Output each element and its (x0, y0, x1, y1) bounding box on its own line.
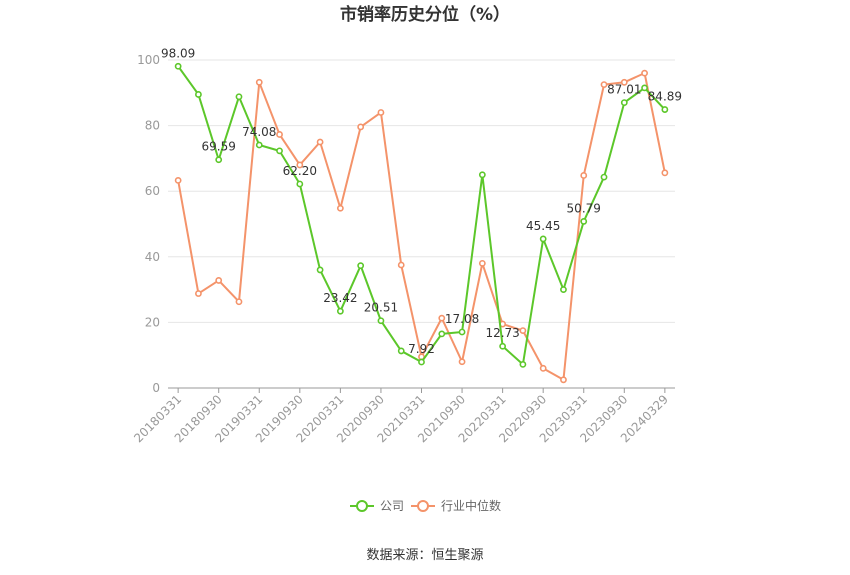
series-point-company[interactable] (641, 84, 648, 92)
data-label: 45.45 (526, 219, 560, 233)
data-label: 23.42 (323, 291, 357, 305)
series-point-company[interactable] (438, 330, 446, 338)
series-point-industry-median[interactable] (478, 259, 486, 267)
legend-label: 行业中位数 (441, 498, 501, 513)
series-point-company[interactable] (215, 156, 223, 164)
series-point-company[interactable] (661, 106, 669, 113)
legend-label: 公司 (380, 499, 404, 513)
series-point-company[interactable] (458, 328, 466, 336)
series-point-company[interactable] (357, 262, 365, 270)
series-point-industry-median[interactable] (519, 327, 527, 334)
series-point-industry-median[interactable] (215, 277, 223, 284)
series-point-industry-median[interactable] (560, 376, 567, 384)
data-label: 87.01 (607, 83, 641, 97)
series-point-company[interactable] (377, 317, 385, 325)
y-tick-label: 20 (145, 315, 160, 329)
series-line-industry-median (177, 72, 666, 381)
series-point-industry-median[interactable] (235, 298, 243, 306)
data-label: 98.09 (161, 46, 195, 60)
legend-item-industry-median[interactable]: 行业中位数 (411, 498, 501, 513)
series-point-company[interactable] (600, 173, 608, 181)
series-point-industry-median[interactable] (539, 364, 547, 372)
series-point-company[interactable] (620, 99, 628, 107)
data-label: 12.73 (485, 326, 519, 340)
series-point-company[interactable] (195, 91, 202, 98)
series-point-industry-median[interactable] (661, 169, 669, 177)
series-point-industry-median[interactable] (641, 69, 648, 77)
grid (168, 59, 675, 323)
series-point-company[interactable] (539, 235, 547, 243)
series-point-company[interactable] (580, 218, 588, 225)
legend-marker (356, 500, 368, 512)
series-point-industry-median[interactable] (336, 204, 344, 212)
series-point-industry-median[interactable] (580, 172, 588, 179)
data-label: 74.08 (242, 125, 276, 139)
series-point-industry-median[interactable] (174, 176, 182, 184)
series-point-company[interactable] (397, 347, 405, 355)
y-tick-label: 80 (145, 119, 160, 133)
series-point-industry-median[interactable] (377, 109, 385, 116)
series-point-company[interactable] (560, 286, 567, 293)
y-tick-label: 0 (152, 381, 160, 395)
series-point-company[interactable] (316, 266, 324, 274)
series-point-industry-median[interactable] (600, 81, 608, 88)
series-point-industry-median[interactable] (316, 138, 324, 146)
chart-title: 市销率历史分位（%） (340, 4, 510, 25)
axes: 0204060801002018033120180930201903312019… (131, 53, 675, 445)
legend-marker (417, 500, 429, 512)
legend-item-company[interactable]: 公司 (350, 499, 404, 513)
data-label: 62.20 (283, 164, 317, 178)
y-tick-label: 100 (137, 53, 160, 67)
legend[interactable]: 公司 行业中位数 (350, 498, 501, 513)
source-text: 数据来源：恒生聚源 (366, 548, 483, 563)
data-labels: 98.09 69.59 74.08 62.20 23.42 20.51 7.92 17.08 1… (161, 46, 682, 356)
series-point-industry-median[interactable] (357, 123, 365, 131)
series-point-company[interactable] (296, 180, 304, 188)
series-point-industry-median[interactable] (397, 261, 405, 269)
data-label: 7.92 (408, 342, 435, 356)
series-point-company[interactable] (174, 62, 182, 70)
series-layer (174, 62, 669, 384)
data-label: 84.89 (648, 90, 682, 104)
series-point-industry-median[interactable] (195, 290, 202, 297)
y-tick-label: 60 (145, 184, 160, 198)
series-point-industry-median[interactable] (620, 78, 628, 86)
data-label: 17.08 (445, 312, 479, 326)
series-point-industry-median[interactable] (255, 78, 263, 86)
series-point-company[interactable] (499, 342, 507, 350)
series-point-industry-median[interactable] (276, 131, 283, 138)
series-point-company[interactable] (519, 360, 527, 368)
series-point-company[interactable] (255, 141, 263, 149)
data-label: 50.79 (567, 201, 601, 215)
series-point-company[interactable] (336, 307, 344, 315)
data-label: 69.59 (202, 140, 236, 154)
series-point-company[interactable] (418, 358, 425, 366)
series-point-company[interactable] (478, 171, 486, 179)
y-tick-label: 40 (145, 250, 160, 264)
series-point-industry-median[interactable] (458, 358, 466, 366)
series-point-industry-median[interactable] (296, 161, 304, 169)
series-point-company[interactable] (235, 93, 243, 101)
series-point-company[interactable] (276, 147, 283, 155)
data-label: 20.51 (364, 301, 398, 315)
series-point-industry-median[interactable] (438, 314, 446, 322)
